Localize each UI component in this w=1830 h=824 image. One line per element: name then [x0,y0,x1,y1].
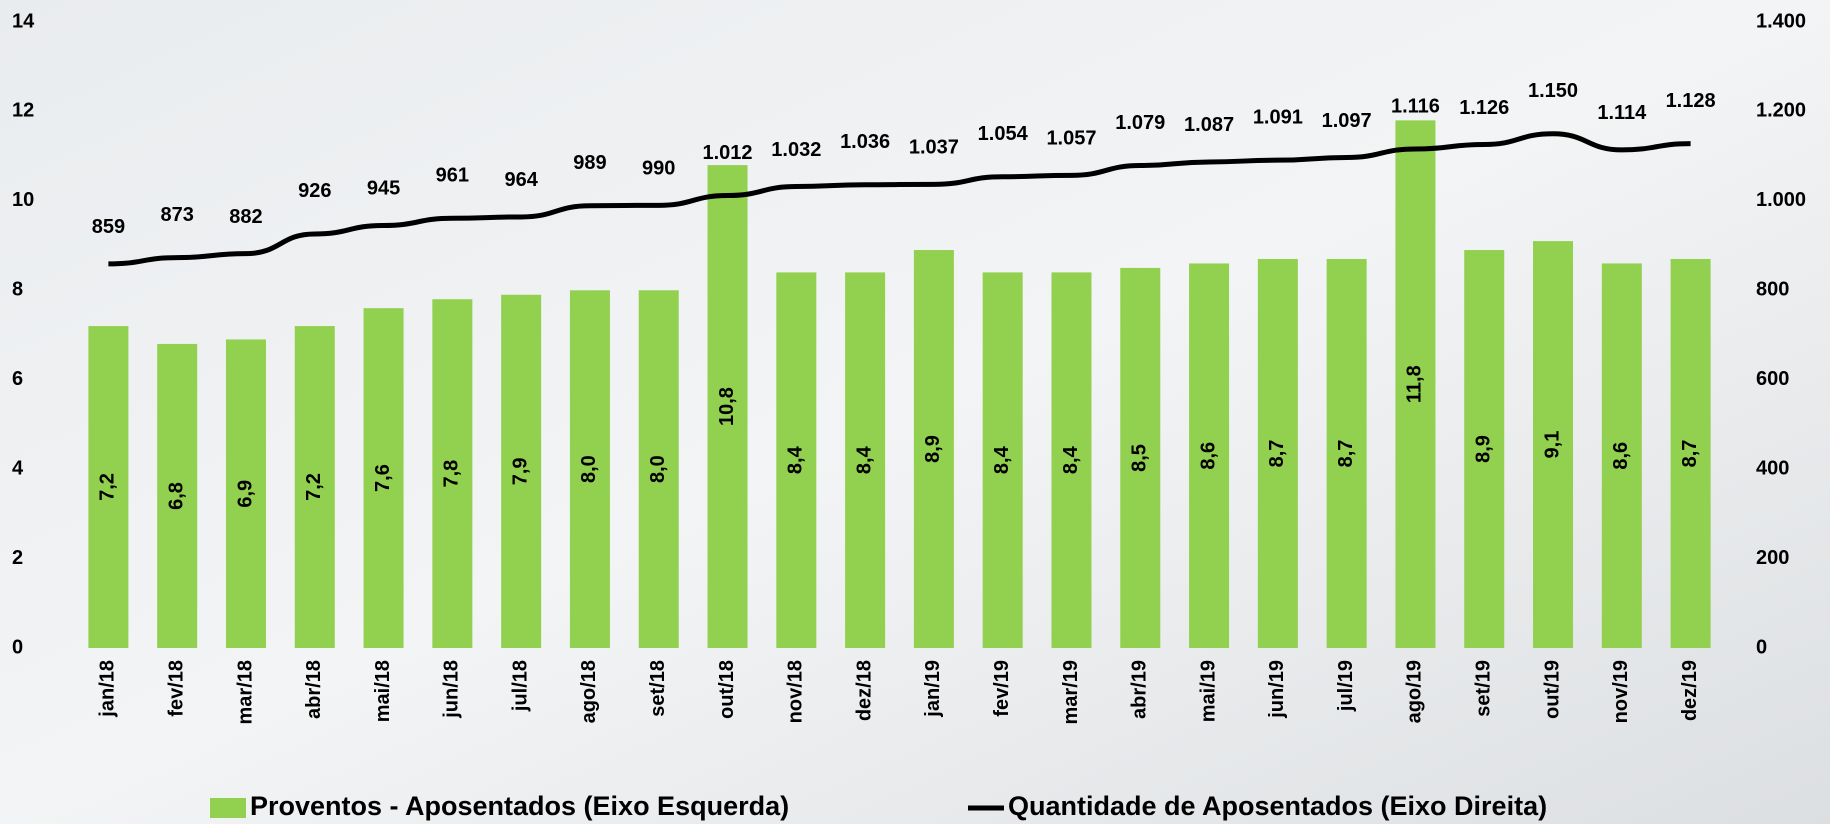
bar-value-label: 8,4 [853,445,875,474]
line-value-label: 1.114 [1597,102,1647,124]
x-tick-label: mai/19 [1197,660,1219,722]
y2-tick-label: 200 [1756,547,1789,569]
y-tick-label: 4 [12,457,24,479]
x-tick-label: jan/18 [97,660,119,718]
bar-value-label: 8,7 [1679,440,1701,468]
x-tick-label: jun/19 [1266,660,1288,719]
bar-value-label: 7,8 [441,460,463,488]
bar-value-label: 10,8 [716,387,738,426]
line-value-label: 1.036 [840,131,890,153]
x-tick-label: mar/18 [234,660,256,725]
line-value-label: 961 [436,165,469,187]
x-tick-label: jun/18 [441,660,463,719]
bar-value-label: 8,5 [1129,444,1151,472]
line-value-label: 1.091 [1253,106,1303,128]
y-tick-label: 12 [12,100,34,122]
x-tick-label: dez/19 [1679,660,1701,721]
y-tick-label: 14 [12,10,35,32]
bar-value-label: 6,9 [234,480,256,508]
line-value-label: 1.057 [1046,128,1096,150]
x-tick-label: ago/19 [1404,660,1426,723]
bar-value-label: 8,6 [1197,442,1219,470]
line-value-label: 945 [367,178,400,200]
line-value-label: 926 [298,180,331,202]
y2-tick-label: 600 [1756,368,1789,390]
x-tick-label: nov/19 [1610,660,1632,723]
x-tick-label: ago/18 [578,660,600,723]
x-tick-label: nov/18 [785,660,807,723]
x-tick-label: out/18 [716,660,738,719]
x-tick-label: fev/19 [991,660,1013,717]
line-value-label: 882 [229,206,262,228]
y-tick-label: 6 [12,368,23,390]
line-value-label: 1.087 [1184,114,1234,136]
x-tick-label: abr/19 [1129,660,1151,719]
x-tick-label: fev/18 [165,660,187,717]
x-tick-label: jul/19 [1335,660,1357,712]
bar-value-label: 8,4 [785,445,807,474]
y2-tick-label: 1.400 [1756,10,1806,32]
x-tick-label: jan/19 [922,660,944,718]
line-value-label: 990 [642,158,675,180]
line-value-label: 1.079 [1115,112,1165,134]
bar-value-label: 8,6 [1610,442,1632,470]
bar-value-label: 8,7 [1335,440,1357,468]
bar-value-label: 7,2 [303,473,325,501]
line-value-label: 1.097 [1322,110,1372,132]
x-tick-label: jul/18 [509,660,531,712]
legend-label: Proventos - Aposentados (Eixo Esquerda) [250,791,789,821]
bar-value-label: 8,7 [1266,440,1288,468]
bar-value-label: 8,9 [1473,435,1495,463]
bar-value-label: 8,0 [647,455,669,483]
line-value-label: 1.012 [702,142,752,164]
x-tick-label: set/18 [647,660,669,717]
x-tick-label: dez/18 [853,660,875,721]
bar-value-label: 6,8 [165,482,187,510]
x-tick-label: mar/19 [1060,660,1082,725]
line-value-label: 989 [573,152,606,174]
legend-swatch [210,798,246,818]
bar-value-label: 8,9 [922,435,944,463]
bar-value-label: 8,4 [991,445,1013,474]
line-value-label: 1.128 [1666,90,1716,112]
x-tick-label: out/19 [1541,660,1563,719]
bar-value-label: 7,6 [372,464,394,492]
y2-tick-label: 400 [1756,457,1789,479]
bar-value-label: 7,2 [97,473,119,501]
x-tick-label: abr/18 [303,660,325,719]
line-value-label: 964 [504,169,538,191]
bar-value-label: 8,4 [1060,445,1082,474]
y-tick-label: 0 [12,636,23,658]
y2-tick-label: 1.000 [1756,189,1806,211]
line-value-label: 1.126 [1459,97,1509,119]
y2-tick-label: 0 [1756,636,1767,658]
line-value-label: 859 [92,216,125,238]
line-value-label: 1.150 [1528,80,1578,102]
y-tick-label: 2 [12,547,23,569]
bar-value-label: 7,9 [509,457,531,485]
x-tick-label: set/19 [1473,660,1495,717]
line-value-label: 1.054 [978,123,1029,145]
x-tick-label: mai/18 [372,660,394,722]
y2-tick-label: 800 [1756,279,1789,301]
bar-value-label: 8,0 [578,455,600,483]
chart: 0 2 4 6 8 10 12 14 0 200 400 600 800 1.000 1.200 1.400 j… [0,0,1830,824]
y-tick-label: 8 [12,279,23,301]
y2-tick-label: 1.200 [1756,100,1806,122]
line-value-label: 1.032 [771,139,821,161]
legend-label: Quantidade de Aposentados (Eixo Direita) [1008,791,1547,821]
bar-value-label: 11,8 [1404,365,1426,403]
line-value-label: 873 [161,204,194,226]
line-value-label: 1.037 [909,137,959,159]
bar-value-label: 9,1 [1541,431,1563,459]
y-tick-label: 10 [12,189,34,211]
line-value-label: 1.116 [1391,95,1440,117]
